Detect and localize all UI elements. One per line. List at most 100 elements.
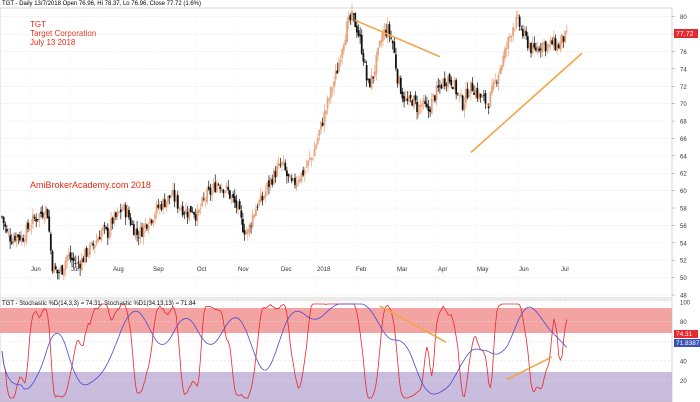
candle-body <box>336 70 339 74</box>
candle-body <box>71 258 73 261</box>
candle-body <box>321 122 324 126</box>
candle-body <box>437 85 440 88</box>
month-label: Apr <box>438 267 447 273</box>
candle-body <box>349 14 352 21</box>
candle-body <box>108 231 111 239</box>
candle-body <box>533 43 536 48</box>
candle-body <box>277 162 280 166</box>
candle-body <box>165 201 168 209</box>
candle-body <box>287 173 290 177</box>
candle-body <box>180 208 182 210</box>
candle-body <box>482 94 485 96</box>
candle-body <box>62 268 65 276</box>
price-tick-label: 68 <box>680 120 687 126</box>
candle-body <box>69 252 72 260</box>
candle-body <box>28 228 31 231</box>
candle-body <box>232 193 235 198</box>
candle-body <box>487 106 490 109</box>
candle-body <box>518 16 521 27</box>
candle-body <box>523 30 526 34</box>
candle-body <box>396 69 399 84</box>
candle-body <box>172 189 174 196</box>
candle-body <box>176 195 179 209</box>
candle-body <box>471 83 474 92</box>
candle-body <box>538 48 541 51</box>
candle-body <box>22 238 25 242</box>
candle-body <box>189 205 192 213</box>
candle-body <box>209 188 212 195</box>
candle-body <box>150 220 153 223</box>
candle-body <box>250 225 252 227</box>
month-labels: Jun Jul Aug Sep Oct Nov Dec 2018 Feb Mar Apr May Jun… <box>31 267 569 273</box>
candle-body <box>162 199 165 209</box>
candle-body <box>365 65 368 81</box>
candle-body <box>111 217 114 224</box>
candle-body <box>497 74 500 84</box>
candle-body <box>61 265 64 275</box>
candle-body <box>163 199 166 208</box>
candle-body <box>33 216 36 219</box>
candle-body <box>548 44 550 48</box>
candle-body <box>372 76 375 79</box>
price-tick-label: 66 <box>680 137 687 143</box>
candle-body <box>544 41 547 52</box>
stoch-grid <box>0 301 672 381</box>
candle-body <box>517 14 519 16</box>
candle-body <box>66 255 69 262</box>
candle-body <box>152 220 155 224</box>
candle-body <box>84 248 86 263</box>
candle-body <box>300 172 303 182</box>
price-tick-label: 56 <box>680 224 687 230</box>
candle-body <box>295 182 298 188</box>
candle-body <box>305 166 308 168</box>
candle-body <box>427 105 430 112</box>
candle-body <box>256 206 259 208</box>
stoch-fast-tag-text: 74.31 <box>676 331 693 338</box>
candle-body <box>559 41 562 50</box>
candle-body <box>41 212 44 218</box>
candle-body <box>173 190 176 202</box>
candle-body <box>145 224 148 229</box>
candle-body <box>338 62 340 72</box>
candle-body <box>334 70 337 80</box>
candle-body <box>222 189 225 194</box>
price-trendline <box>470 52 583 153</box>
candle-body <box>124 205 127 218</box>
candle-body <box>412 95 415 108</box>
candle-body <box>137 237 140 239</box>
stoch-tick-label: 80 <box>680 320 687 326</box>
candle-body <box>416 102 418 113</box>
candle-body <box>263 196 265 199</box>
candle-body <box>115 212 117 218</box>
candle-body <box>32 214 34 224</box>
price-panel-frame <box>0 7 673 299</box>
candle-body <box>131 223 134 225</box>
candle-body <box>214 182 217 192</box>
candle-body <box>92 243 95 246</box>
candle-body <box>237 203 239 211</box>
watermark: AmiBrokerAcademy.com 2018 <box>30 180 151 190</box>
candle-body <box>64 260 67 270</box>
candle-body <box>206 189 209 203</box>
candle-body <box>468 95 471 97</box>
candle-body <box>85 247 88 257</box>
candle-body <box>432 94 435 98</box>
candle-body <box>398 76 401 85</box>
candle-body <box>202 198 205 200</box>
company-label: Target Corporation <box>30 29 97 38</box>
month-label: Sep <box>153 267 164 273</box>
candle-body <box>201 197 204 207</box>
candle-body <box>549 40 552 44</box>
candle-body <box>315 144 318 149</box>
candle-body <box>308 158 311 160</box>
candle-body <box>382 32 384 42</box>
candle-body <box>268 180 270 187</box>
candle-body <box>367 78 370 80</box>
candle-body <box>460 94 462 97</box>
candle-body <box>35 218 38 222</box>
candle-body <box>339 60 342 62</box>
price-tick-label: 52 <box>680 259 687 265</box>
candle-body <box>515 16 518 28</box>
price-tick-label: 54 <box>680 241 687 247</box>
candle-body <box>360 35 363 54</box>
